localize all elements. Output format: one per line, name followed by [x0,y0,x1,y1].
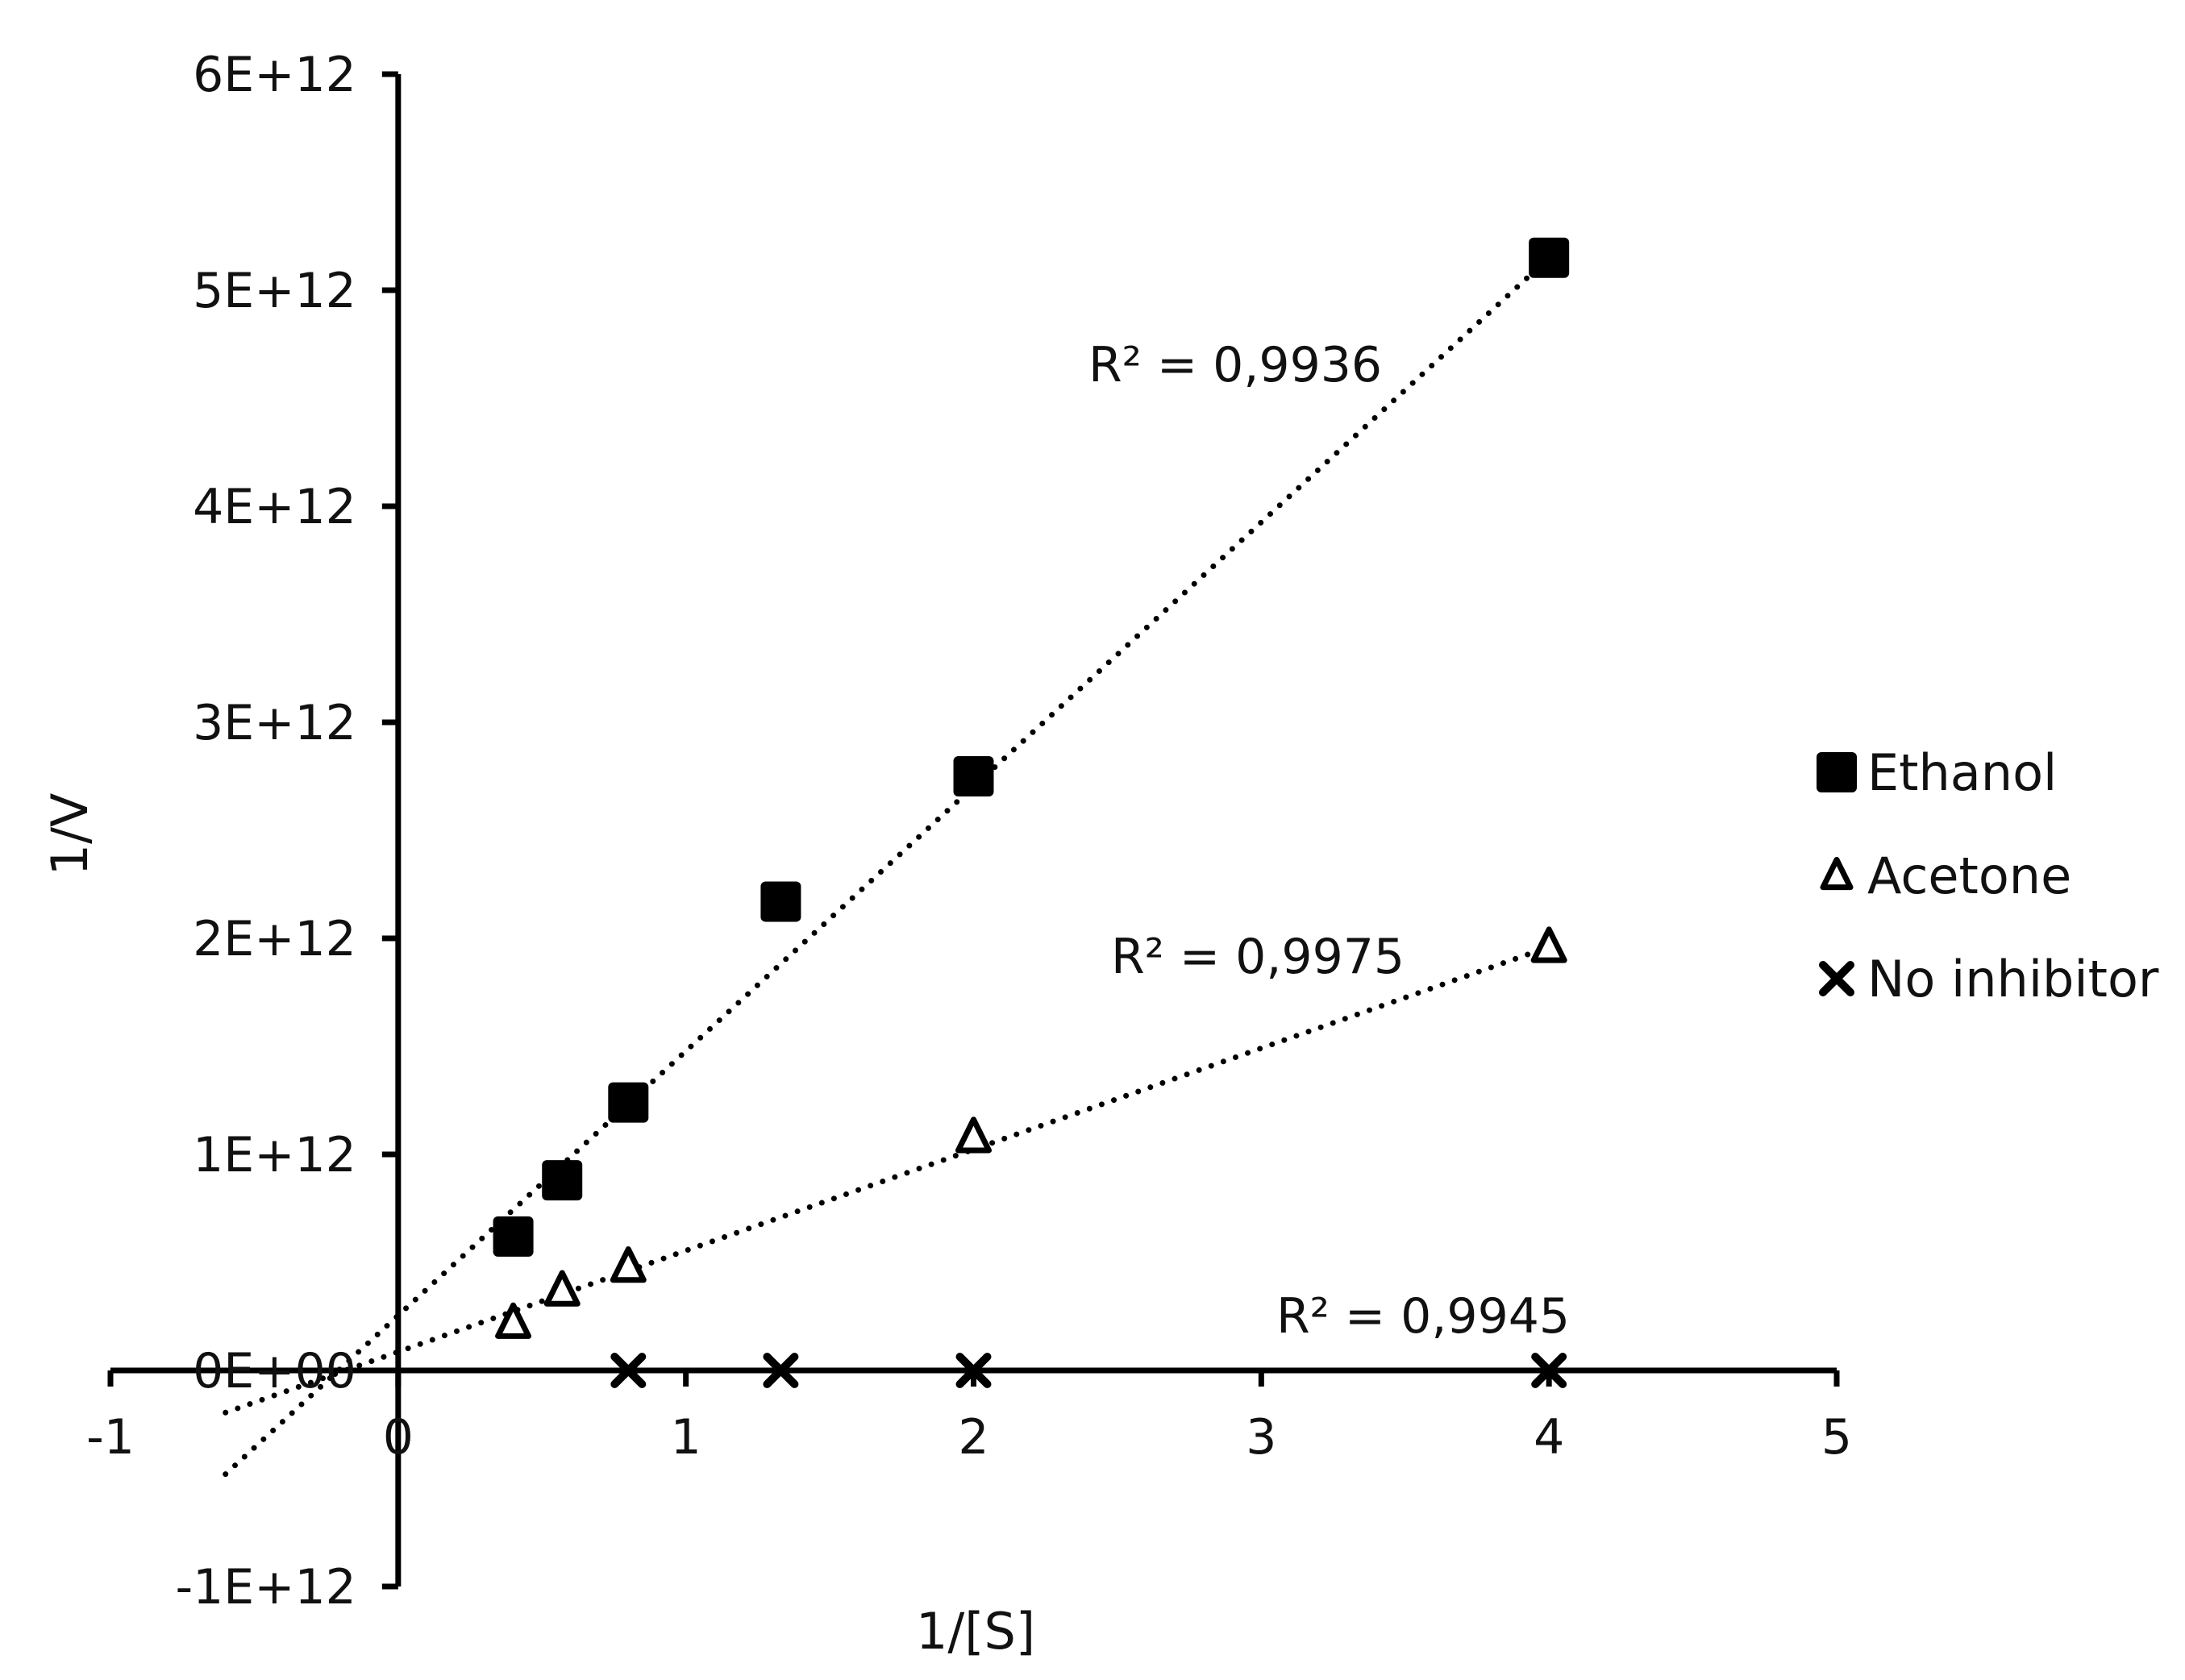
legend-label-no-inhibitor: No inhibitor [1867,950,2159,1008]
legend-marker-acetone [1820,856,1854,891]
trendline-acetone [223,944,1552,1416]
x-tick-label: 4 [1534,1409,1564,1466]
y-tick-label: 2E+12 [193,911,356,967]
x-tick-label: 3 [1246,1409,1276,1466]
data-point-ethanol [608,1082,649,1123]
data-point-ethanol [542,1160,583,1201]
trendline-ethanol [223,255,1552,1478]
y-tick-label: 5E+12 [193,263,356,319]
x-marker-stroke [1819,961,1854,996]
y-tick-label: 1E+12 [193,1127,356,1183]
y-tick-label: 3E+12 [193,695,356,751]
data-point-acetone [955,1117,992,1154]
data-point-ethanol [953,756,994,796]
x-marker-stroke [955,1353,992,1388]
data-point-ethanol [760,881,801,922]
data-point-no-inhibitor [955,1353,992,1388]
legend: Ethanol Acetone No inhibitor [1817,743,2159,1008]
data-point-ethanol [1529,237,1570,278]
x-marker-stroke [610,1353,647,1388]
x-tick-label: 5 [1821,1409,1852,1466]
x-marker-stroke [1531,1353,1567,1388]
x-tick-label: -1 [86,1409,135,1466]
data-points-layer [493,237,1570,1388]
data-point-acetone [543,1270,581,1307]
r-squared-label-ethanol: R² = 0,9936 [1088,337,1382,393]
y-axis-title: 1/V [40,793,99,876]
labels-layer: 1/[S] 1/V R² = 0,9936 R² = 0,9975 R² = 0,994… [40,337,1570,1661]
data-point-no-inhibitor [1531,1353,1567,1388]
y-tick-label: 0E+00 [193,1343,356,1399]
axes-layer: -1E+12 0E+00 1E+12 2E+12 3E+12 4E+12 5E+12 6E+1… [86,47,1852,1616]
y-tick-label: 4E+12 [193,479,356,535]
data-point-no-inhibitor [763,1353,799,1388]
x-tick-label: 0 [383,1409,414,1466]
data-point-acetone [1530,926,1567,963]
x-marker-stroke [763,1353,799,1388]
data-point-acetone [495,1302,532,1339]
r-squared-label-no-inhibitor: R² = 0,9945 [1276,1288,1570,1345]
data-point-acetone [610,1246,647,1283]
y-tick-label: -1E+12 [175,1559,356,1616]
x-axis-title: 1/[S] [916,1602,1035,1661]
data-point-ethanol [493,1216,534,1257]
x-tick-label: 1 [671,1409,701,1466]
data-point-no-inhibitor [610,1353,647,1388]
legend-label-ethanol: Ethanol [1867,743,2057,802]
r-squared-label-acetone: R² = 0,9975 [1111,929,1405,985]
y-tick-label: 6E+12 [193,47,356,103]
legend-marker-ethanol [1817,752,1857,792]
legend-label-acetone: Acetone [1867,846,2071,905]
legend-marker-no-inhibitor [1819,961,1854,996]
x-tick-label: 2 [958,1409,988,1466]
